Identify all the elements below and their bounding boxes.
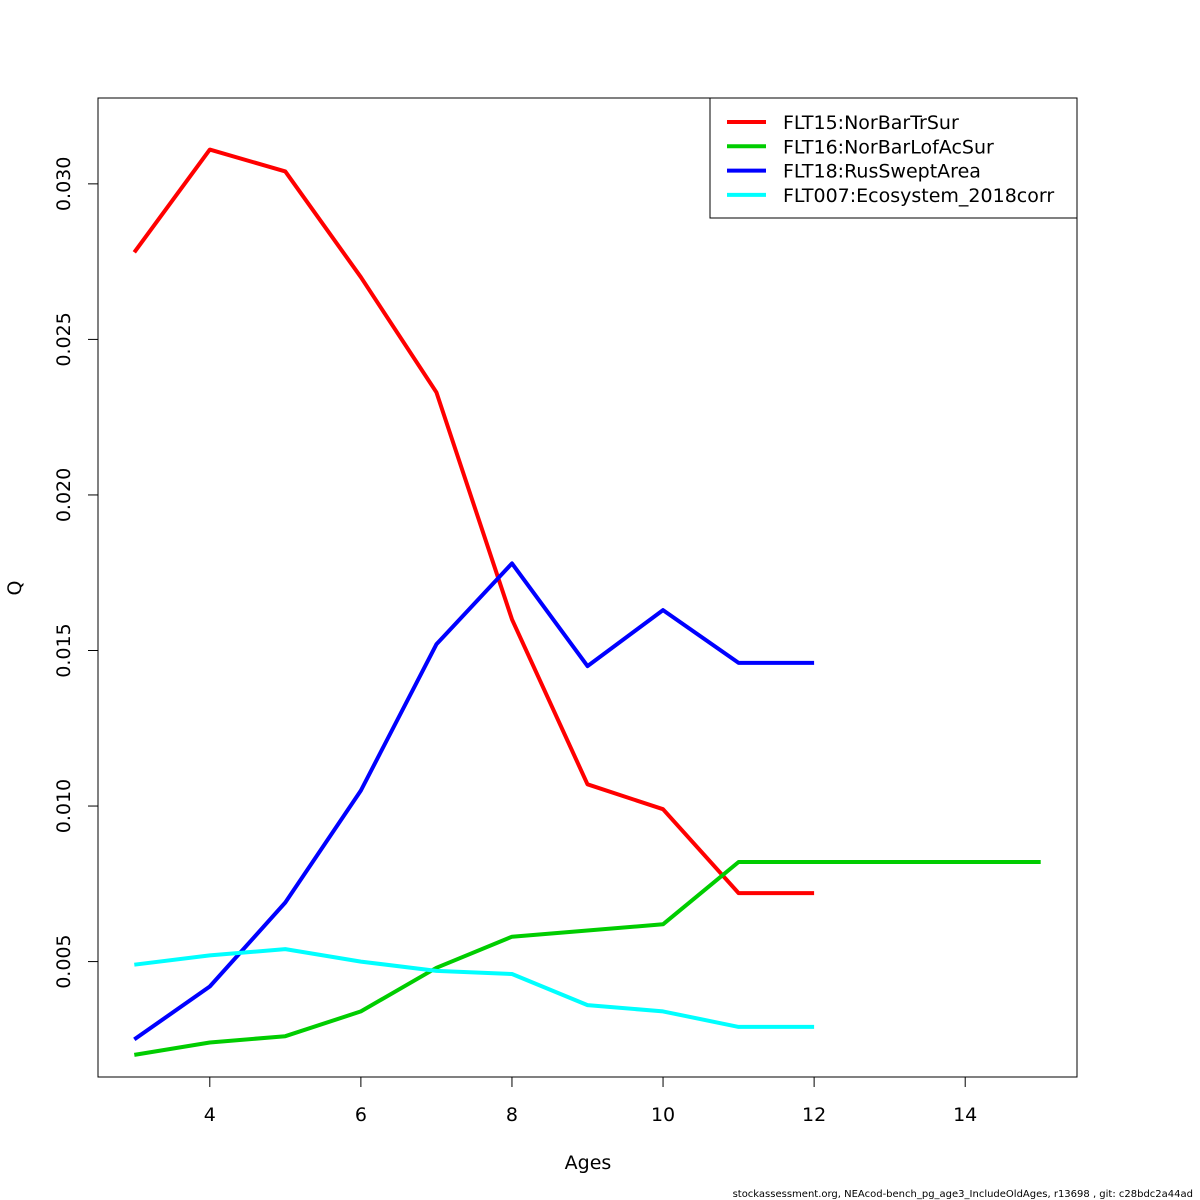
- x-tick-label: 10: [651, 1104, 675, 1126]
- x-tick-label: 4: [204, 1104, 216, 1126]
- series-line-1: [132, 147, 815, 896]
- legend-label-2: FLT16:NorBarLofAcSur: [783, 136, 994, 158]
- y-axis-label: Q: [4, 581, 26, 596]
- y-tick-label: 0.010: [53, 779, 75, 833]
- x-tick-label: 12: [802, 1104, 826, 1126]
- y-tick-label: 0.005: [53, 934, 75, 988]
- series-line-3: [133, 561, 815, 1042]
- legend-label-1: FLT15:NorBarTrSur: [783, 112, 959, 134]
- legend-label-3: FLT18:RusSweptArea: [783, 161, 981, 183]
- series-layer: [132, 147, 1041, 1057]
- x-axis: 4 6 8 10 12 14: [204, 1076, 977, 1126]
- x-tick-label: 8: [506, 1104, 518, 1126]
- y-tick-label: 0.030: [53, 157, 75, 211]
- y-tick-label: 0.020: [53, 468, 75, 522]
- y-tick-label: 0.015: [53, 623, 75, 677]
- series-line-4: [134, 947, 815, 1029]
- x-tick-label: 6: [355, 1104, 367, 1126]
- x-tick-label: 14: [953, 1104, 977, 1126]
- footer-note: stockassessment.org, NEAcod-bench_pg_age…: [733, 1189, 1193, 1200]
- legend-label-4: FLT007:Ecosystem_2018corr: [783, 185, 1054, 207]
- legend-box: [709, 97, 1078, 219]
- y-tick-label: 0.025: [53, 312, 75, 366]
- y-axis: 0.005 0.010 0.015 0.020 0.025 0.030: [53, 157, 99, 989]
- series-line-2: [133, 860, 1041, 1057]
- x-axis-label: Ages: [565, 1152, 612, 1174]
